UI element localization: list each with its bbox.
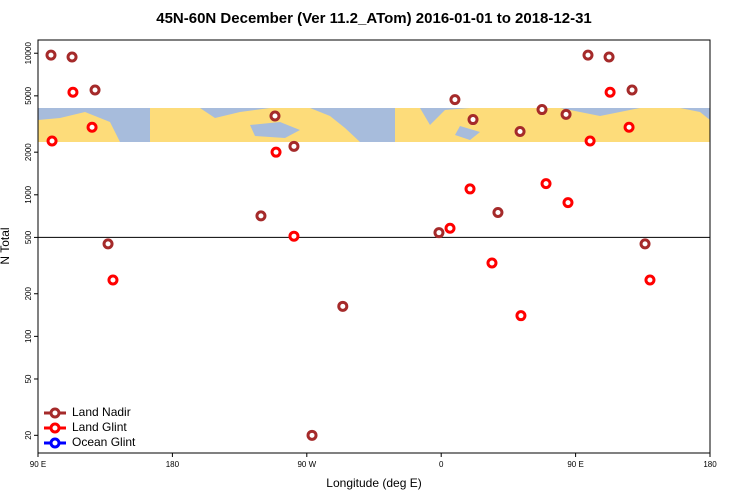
data-point (433, 227, 445, 239)
data-point (288, 230, 300, 242)
legend-label: Land Nadir (72, 405, 131, 419)
data-point (107, 274, 119, 286)
y-tick-label: 200 (24, 287, 33, 301)
legend-label: Land Glint (72, 420, 127, 434)
x-tick-label: 90 W (297, 460, 316, 469)
legend-marker (49, 437, 61, 449)
data-point (86, 121, 98, 133)
data-point (449, 94, 461, 106)
data-point (306, 429, 318, 441)
data-point (562, 197, 574, 209)
data-point (604, 86, 616, 98)
y-tick-label: 50 (24, 374, 33, 383)
x-tick-label: 90 E (567, 460, 583, 469)
data-point (46, 135, 58, 147)
data-point (582, 49, 594, 61)
y-tick-label: 1000 (24, 185, 33, 203)
data-point (102, 238, 114, 250)
data-point (269, 110, 281, 122)
data-point (584, 135, 596, 147)
data-point (467, 114, 479, 126)
y-tick-label: 20 (24, 430, 33, 439)
x-tick-label: 0 (439, 460, 444, 469)
data-point (464, 183, 476, 195)
legend-marker (49, 422, 61, 434)
data-point (337, 300, 349, 312)
chart-title: 45N-60N December (Ver 11.2_ATom) 2016-01… (156, 10, 592, 27)
data-point (639, 238, 651, 250)
data-point (66, 51, 78, 63)
data-point (67, 86, 79, 98)
y-tick-label: 100 (24, 329, 33, 343)
data-point (444, 222, 456, 234)
x-tick-label: 180 (703, 460, 717, 469)
data-point (644, 274, 656, 286)
plot-frame (37, 39, 711, 454)
data-point (603, 51, 615, 63)
data-point (626, 84, 638, 96)
data-point (540, 178, 552, 190)
legend-marker (49, 407, 61, 419)
data-point (560, 108, 572, 120)
y-tick-label: 5000 (24, 86, 33, 104)
data-point (45, 49, 57, 61)
y-tick-label: 500 (24, 230, 33, 244)
x-tick-label: 180 (166, 460, 180, 469)
data-point (486, 257, 498, 269)
data-point (270, 146, 282, 158)
data-point (89, 84, 101, 96)
map-band (38, 108, 710, 142)
legend-label: Ocean Glint (72, 435, 136, 449)
x-axis-label: Longitude (deg E) (326, 476, 421, 490)
data-point (255, 210, 267, 222)
data-point (536, 104, 548, 116)
y-tick-label: 2000 (24, 143, 33, 161)
data-point (288, 140, 300, 152)
data-point (492, 206, 504, 218)
x-tick-label: 90 E (30, 460, 46, 469)
y-tick-label: 10000 (24, 42, 33, 65)
data-point (623, 121, 635, 133)
data-point (514, 125, 526, 137)
y-axis-label: N Total (0, 227, 12, 264)
data-point (515, 310, 527, 322)
